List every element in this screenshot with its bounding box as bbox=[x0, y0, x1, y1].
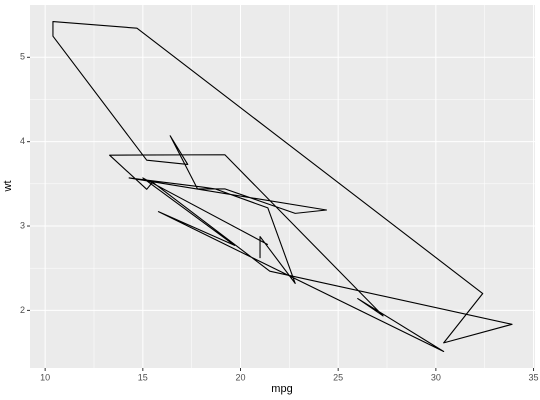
x-tick-label: 10 bbox=[40, 372, 50, 382]
y-tick-label: 5 bbox=[20, 52, 25, 62]
plot-background bbox=[30, 5, 535, 368]
data-path bbox=[52, 20, 513, 353]
y-tick-label: 2 bbox=[20, 305, 25, 315]
x-tick-label: 25 bbox=[333, 372, 343, 382]
y-tick-label: 3 bbox=[20, 220, 25, 230]
x-tick-label: 20 bbox=[235, 372, 245, 382]
x-tick-label: 35 bbox=[529, 372, 539, 382]
x-tick-label: 30 bbox=[431, 372, 441, 382]
x-axis-title: mpg bbox=[271, 383, 292, 395]
y-axis-title: wt bbox=[2, 181, 14, 193]
y-tick-label: 4 bbox=[20, 136, 25, 146]
x-tick-label: 15 bbox=[138, 372, 148, 382]
